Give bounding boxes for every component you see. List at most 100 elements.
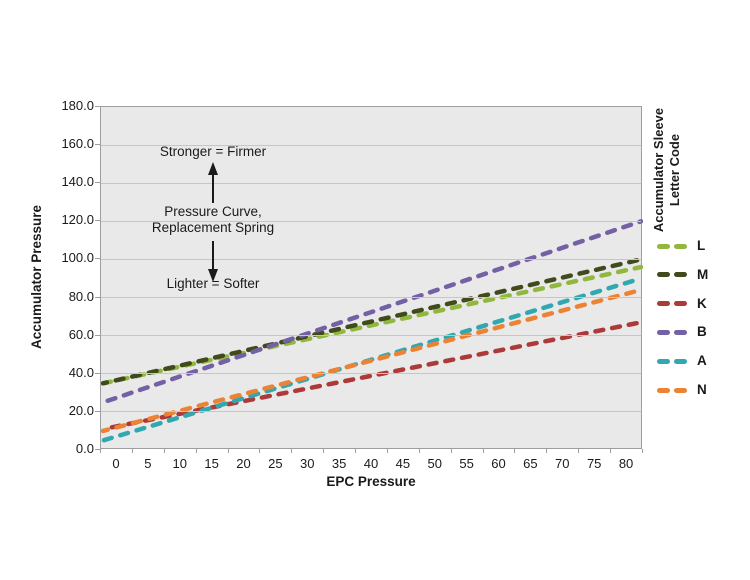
legend-swatch-M <box>657 272 670 278</box>
legend-label-K: K <box>697 295 707 311</box>
annotation-lighter-softer: Lighter = Softer <box>166 276 260 291</box>
y-tick-label-80.0: 80.0 <box>68 288 94 304</box>
legend-swatch-N <box>657 387 670 393</box>
legend-entry-K: K <box>657 295 707 311</box>
gridline-y-120 <box>101 220 641 222</box>
x-tick-label-0: 0 <box>112 456 120 471</box>
series-line-L <box>101 264 643 386</box>
series-line-M <box>101 257 643 386</box>
legend-swatch-B <box>674 329 687 335</box>
x-tick-label-50: 50 <box>427 456 442 471</box>
legend-swatch-N <box>674 387 687 393</box>
y-tick-mark <box>95 144 100 146</box>
legend-entry-A: A <box>657 354 707 368</box>
legend-entry-B: B <box>657 325 707 339</box>
y-tick-mark <box>95 372 100 374</box>
y-tick-mark <box>95 449 100 450</box>
x-tick-mark <box>578 449 580 453</box>
y-tick-label-160.0: 160.0 <box>61 136 94 152</box>
plot-area <box>100 106 643 449</box>
y-tick-mark <box>95 220 100 222</box>
y-tick-label-100.0: 100.0 <box>61 250 94 266</box>
y-tick-label-40.0: 40.0 <box>68 364 94 380</box>
x-tick-mark <box>642 449 643 453</box>
legend-swatch-L <box>657 243 670 249</box>
x-tick-mark <box>323 449 325 453</box>
x-tick-label-35: 35 <box>331 456 347 471</box>
y-tick-label-60.0: 60.0 <box>68 326 94 342</box>
gridline-y-80 <box>101 297 641 299</box>
up-arrow-icon <box>208 162 218 203</box>
legend-swatch-A <box>657 358 670 364</box>
annotation-stronger-firmer: Stronger = Firmer <box>159 144 267 159</box>
series-line-B <box>101 219 643 405</box>
y-tick-mark <box>95 410 100 412</box>
legend-swatch-M <box>674 272 687 278</box>
annotation-arrows <box>208 162 218 282</box>
x-tick-label-65: 65 <box>523 456 538 471</box>
series-line-N <box>101 287 643 434</box>
x-tick-mark <box>291 449 293 453</box>
annotation-pressure-curve-line1: Pressure Curve, <box>164 204 262 219</box>
gridline-y-20 <box>101 411 641 413</box>
x-tick-mark <box>100 449 101 453</box>
legend-swatch-B <box>657 329 670 335</box>
legend-title-line2: Letter Code <box>667 133 682 207</box>
x-tick-label-10: 10 <box>172 456 187 471</box>
y-tick-mark <box>95 258 100 260</box>
x-tick-label-20: 20 <box>236 456 251 471</box>
x-tick-mark <box>610 449 612 453</box>
gridline-y-40 <box>101 373 641 375</box>
x-tick-label-5: 5 <box>144 456 152 471</box>
series-line-K <box>101 320 643 432</box>
y-tick-mark <box>95 106 100 107</box>
x-tick-mark <box>546 449 548 453</box>
x-tick-label-80: 80 <box>618 456 634 471</box>
series-lines <box>101 219 643 443</box>
annotation-pressure-curve-line2: Replacement Spring <box>151 220 275 235</box>
x-tick-mark <box>259 449 261 453</box>
x-tick-mark <box>482 449 484 453</box>
gridline-y-60 <box>101 335 641 337</box>
legend-swatch-L <box>674 243 687 249</box>
legend-title: Accumulator Sleeve Letter Code <box>651 100 685 240</box>
y-tick-label-120.0: 120.0 <box>61 212 94 228</box>
x-tick-mark <box>131 449 133 453</box>
x-tick-mark <box>195 449 197 453</box>
y-tick-mark <box>95 182 100 184</box>
legend-swatch-A <box>674 358 687 364</box>
annotation-pressure-curve: Pressure Curve, Replacement Spring <box>113 204 313 236</box>
legend-label-N: N <box>697 382 707 397</box>
legend-entry-L: L <box>657 239 705 253</box>
y-tick-label-140.0: 140.0 <box>61 174 94 190</box>
legend-label-A: A <box>697 353 707 369</box>
x-tick-mark <box>163 449 165 453</box>
legend-entry-N: N <box>657 383 707 397</box>
x-tick-mark <box>355 449 357 453</box>
legend-swatch-K <box>657 301 670 307</box>
legend-label-B: B <box>697 324 707 340</box>
x-tick-label-70: 70 <box>555 456 570 471</box>
legend-title-line1: Accumulator Sleeve <box>651 107 666 233</box>
x-tick-mark <box>450 449 452 453</box>
legend-label-M: M <box>697 266 709 282</box>
y-tick-label-180.0: 180.0 <box>61 98 94 113</box>
x-tick-mark <box>227 449 229 453</box>
legend-label-L: L <box>697 238 706 253</box>
legend-entry-M: M <box>657 266 709 282</box>
y-tick-mark <box>95 334 100 336</box>
gridline-y-140 <box>101 182 641 184</box>
down-arrow-icon <box>208 241 218 282</box>
x-tick-mark <box>514 449 516 453</box>
legend-swatch-K <box>674 301 687 307</box>
y-tick-label-0.0: 0.0 <box>75 441 94 456</box>
x-tick-label-60: 60 <box>491 456 506 471</box>
x-tick-label-75: 75 <box>586 456 602 471</box>
x-tick-label-40: 40 <box>363 456 379 471</box>
x-tick-mark <box>386 449 388 453</box>
x-tick-label-30: 30 <box>300 456 315 471</box>
x-tick-label-45: 45 <box>395 456 411 471</box>
gridline-y-100 <box>101 258 641 260</box>
y-tick-mark <box>95 296 100 298</box>
